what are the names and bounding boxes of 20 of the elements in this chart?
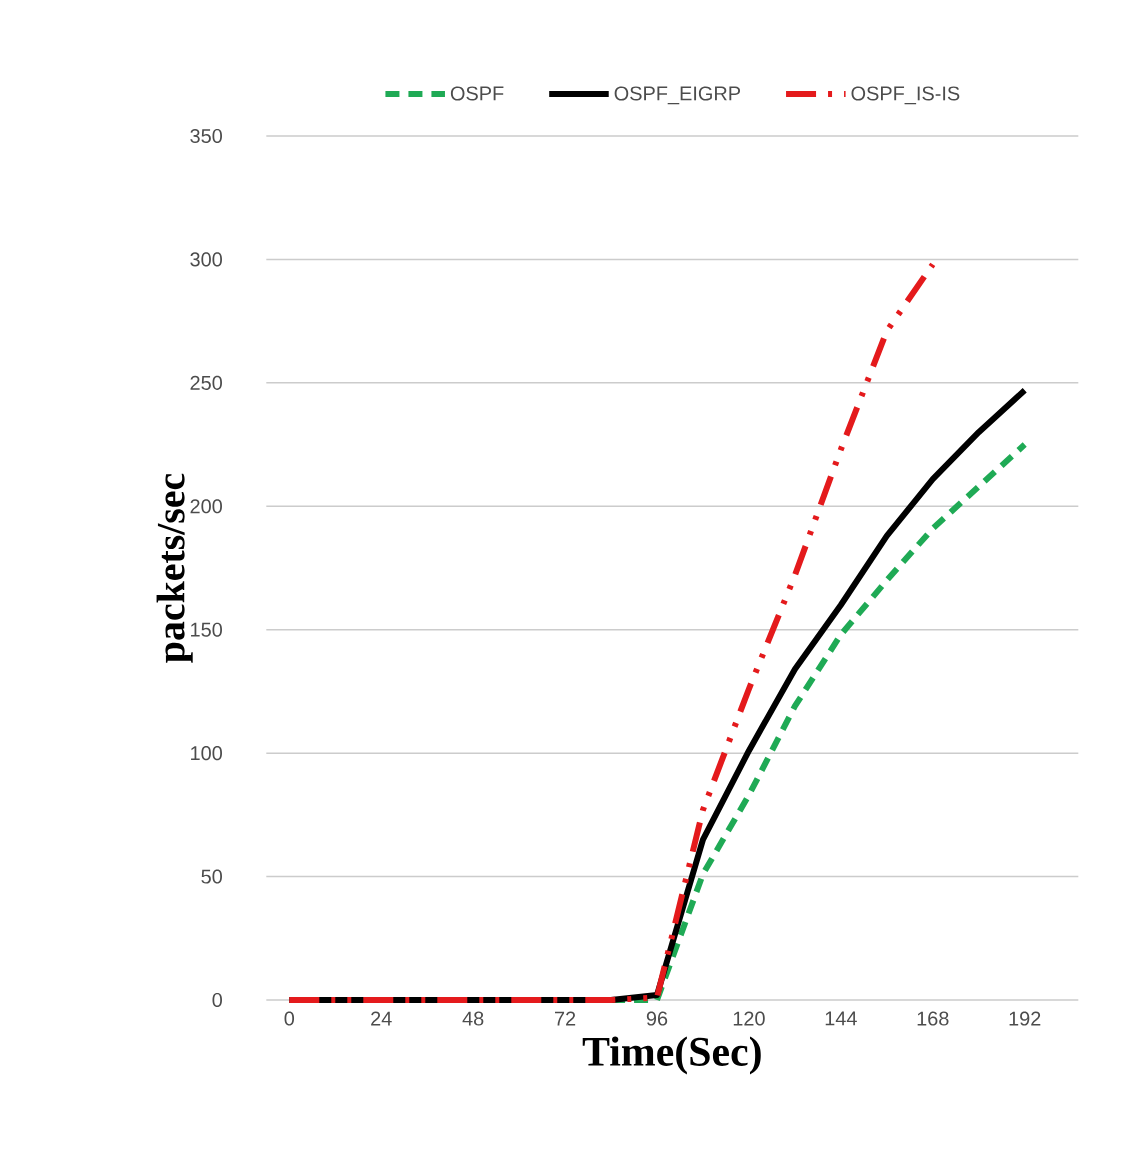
x-tick-label: 144	[825, 1011, 857, 1026]
x-tick-label: 168	[917, 1011, 949, 1026]
legend-label: OSPF	[450, 86, 504, 101]
x-tick-label: 24	[370, 1011, 392, 1026]
x-tick-label: 192	[1009, 1011, 1041, 1026]
y-tick-label: 50	[201, 869, 222, 884]
y-tick-label: 250	[190, 375, 222, 390]
x-tick-label: 96	[646, 1011, 668, 1026]
y-tick-label: 150	[190, 622, 222, 637]
legend-label: OSPF_EIGRP	[614, 86, 740, 105]
x-tick-label: 0	[284, 1011, 294, 1026]
x-axis-title: Time(Sec)	[582, 1036, 761, 1075]
x-tick-label: 48	[462, 1011, 484, 1026]
y-tick-label: 350	[190, 128, 222, 144]
x-tick-label: 72	[554, 1011, 575, 1026]
x-tick-label: 120	[733, 1011, 765, 1026]
y-tick-label: 100	[190, 746, 222, 761]
y-tick-label: 300	[190, 252, 222, 267]
legend-label: OSPF_IS-IS	[851, 86, 960, 105]
y-tick-label: 0	[212, 992, 222, 1008]
